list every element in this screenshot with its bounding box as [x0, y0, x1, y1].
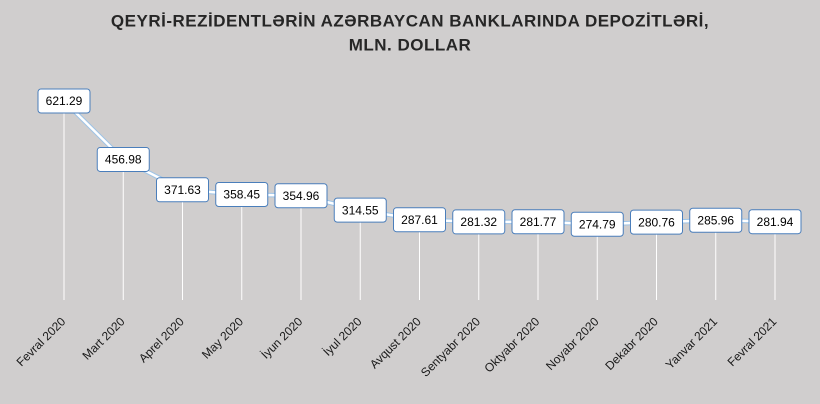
value-label-box [570, 211, 624, 237]
value-label-box [748, 209, 802, 235]
value-label-box [689, 207, 743, 233]
value-label-box [393, 207, 446, 233]
value-label: 281.32 [460, 215, 497, 229]
value-label: 281.94 [757, 215, 794, 229]
value-label-box [333, 197, 387, 223]
value-label: 280.76 [638, 215, 675, 229]
value-label-box [630, 209, 683, 235]
value-label: 287.61 [401, 213, 438, 227]
value-label: 358.45 [223, 188, 260, 202]
value-label: 281.77 [520, 215, 557, 229]
value-label-box [96, 146, 150, 172]
value-label-box [156, 177, 209, 203]
value-label: 285.96 [697, 213, 734, 227]
value-label-box [452, 209, 506, 235]
value-label-box [215, 181, 269, 207]
value-label-box [37, 88, 91, 114]
value-label: 314.55 [342, 203, 379, 217]
value-label: 456.98 [105, 153, 142, 167]
value-label-box [274, 183, 328, 209]
value-label: 354.96 [283, 189, 320, 203]
chart-title: QEYRİ-REZİDENTLƏRİN AZƏRBAYCAN BANKLARIN… [111, 11, 709, 30]
chart-title: MLN. DOLLAR [349, 35, 472, 54]
value-label: 621.29 [46, 94, 83, 108]
value-label: 371.63 [164, 183, 201, 197]
value-label-box [511, 209, 565, 235]
value-label: 274.79 [579, 217, 616, 231]
